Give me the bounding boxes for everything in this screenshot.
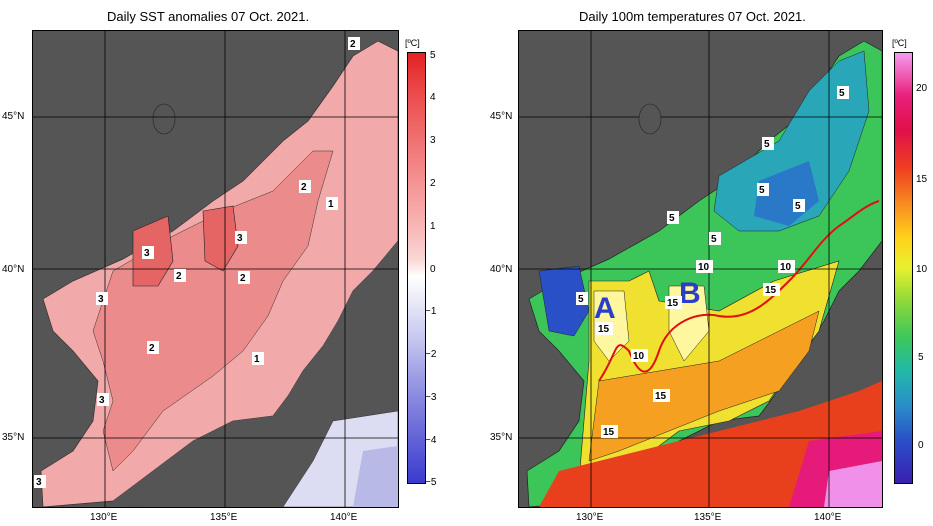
sst-colorbar-tick: −3 xyxy=(425,392,437,403)
contour-label: 5 xyxy=(839,88,845,99)
lon-label-140e: 140°E xyxy=(330,512,358,523)
sst-colorbar-tick: −5 xyxy=(425,477,437,488)
sst-anomaly-title: Daily SST anomalies 07 Oct. 2021. xyxy=(107,9,310,24)
contour-label: 10 xyxy=(633,351,645,362)
sst-anomaly-panel: Daily SST anomalies 07 Oct. 2021. 45°N 4… xyxy=(0,0,466,526)
region-label-a: A xyxy=(594,292,616,325)
lon-label-135e: 135°E xyxy=(210,512,238,523)
contour-label: 5 xyxy=(759,185,765,196)
contour-label: 1 xyxy=(254,354,260,365)
sst-colorbar-tick: 2 xyxy=(430,178,436,189)
contour-label: 15 xyxy=(765,285,777,296)
temp-colorbar-tick: 20 xyxy=(916,83,928,94)
temp-100m-map: A B 5 5 5 5 5 5 5 10 10 15 15 15 10 15 1… xyxy=(518,30,883,508)
contour-label: 2 xyxy=(350,39,356,50)
contour-label: 3 xyxy=(237,233,243,244)
sst-anomaly-map-graphic: 2 2 3 3 2 2 3 1 2 1 3 3 xyxy=(33,31,398,507)
contour-label: 1 xyxy=(328,199,334,210)
contour-label: 15 xyxy=(667,298,679,309)
sst-colorbar-tick: 5 xyxy=(430,50,436,61)
temp-colorbar-tick: 10 xyxy=(916,264,928,275)
sst-colorbar-tick: −1 xyxy=(425,306,437,317)
lat-label-35n: 35°N xyxy=(490,432,513,443)
lat-label-40n: 40°N xyxy=(2,264,25,275)
contour-label: 3 xyxy=(36,477,42,488)
region-label-b: B xyxy=(679,277,701,310)
sst-anomaly-colorbar xyxy=(407,52,426,484)
contour-label: 3 xyxy=(99,395,105,406)
sst-anomaly-map: 2 2 3 3 2 2 3 1 2 1 3 3 xyxy=(32,30,399,508)
temp-100m-unit: [ºC] xyxy=(892,38,907,48)
contour-label: 2 xyxy=(240,273,246,284)
lat-label-45n: 45°N xyxy=(490,111,513,122)
sst-colorbar-tick: 3 xyxy=(430,135,436,146)
temp-100m-map-graphic: A B 5 5 5 5 5 5 5 10 10 15 15 15 10 15 1… xyxy=(519,31,882,507)
lat-label-35n: 35°N xyxy=(2,432,25,443)
lon-label-130e: 130°E xyxy=(576,512,604,523)
lon-label-130e: 130°E xyxy=(90,512,118,523)
temp-100m-panel: Daily 100m temperatures 07 Oct. 2021. 45… xyxy=(466,0,933,526)
contour-label: 2 xyxy=(149,343,155,354)
contour-label: 10 xyxy=(780,262,792,273)
contour-label: 5 xyxy=(669,213,675,224)
sst-colorbar-tick: 0 xyxy=(430,264,436,275)
lat-label-45n: 45°N xyxy=(2,111,25,122)
contour-label: 15 xyxy=(598,324,610,335)
temp-colorbar-tick: 0 xyxy=(918,440,924,451)
sst-colorbar-tick: 1 xyxy=(430,221,436,232)
contour-label: 2 xyxy=(176,271,182,282)
contour-label: 5 xyxy=(711,234,717,245)
contour-label: 3 xyxy=(98,294,104,305)
sst-colorbar-tick: 4 xyxy=(430,92,436,103)
contour-label: 15 xyxy=(603,427,615,438)
contour-label: 10 xyxy=(698,262,710,273)
sst-colorbar-tick: −4 xyxy=(425,435,437,446)
contour-label: 2 xyxy=(301,182,307,193)
contour-label: 15 xyxy=(655,391,667,402)
sst-contour-labels: 2 2 3 3 2 2 3 1 2 1 3 3 xyxy=(34,37,360,488)
sst-colorbar-tick: −2 xyxy=(425,349,437,360)
contour-label: 5 xyxy=(795,201,801,212)
temp-colorbar-tick: 5 xyxy=(918,352,924,363)
lon-label-135e: 135°E xyxy=(694,512,722,523)
temp-100m-title: Daily 100m temperatures 07 Oct. 2021. xyxy=(579,9,806,24)
temp-contour-labels: 5 5 5 5 5 5 5 10 10 15 15 15 10 15 15 xyxy=(576,86,849,438)
sst-anomaly-unit: [ºC] xyxy=(405,38,420,48)
lon-label-140e: 140°E xyxy=(814,512,842,523)
contour-label: 5 xyxy=(764,139,770,150)
contour-label: 3 xyxy=(144,248,150,259)
lat-label-40n: 40°N xyxy=(490,264,513,275)
temp-100m-colorbar xyxy=(894,52,913,484)
contour-label: 5 xyxy=(578,294,584,305)
temp-colorbar-tick: 15 xyxy=(916,174,928,185)
